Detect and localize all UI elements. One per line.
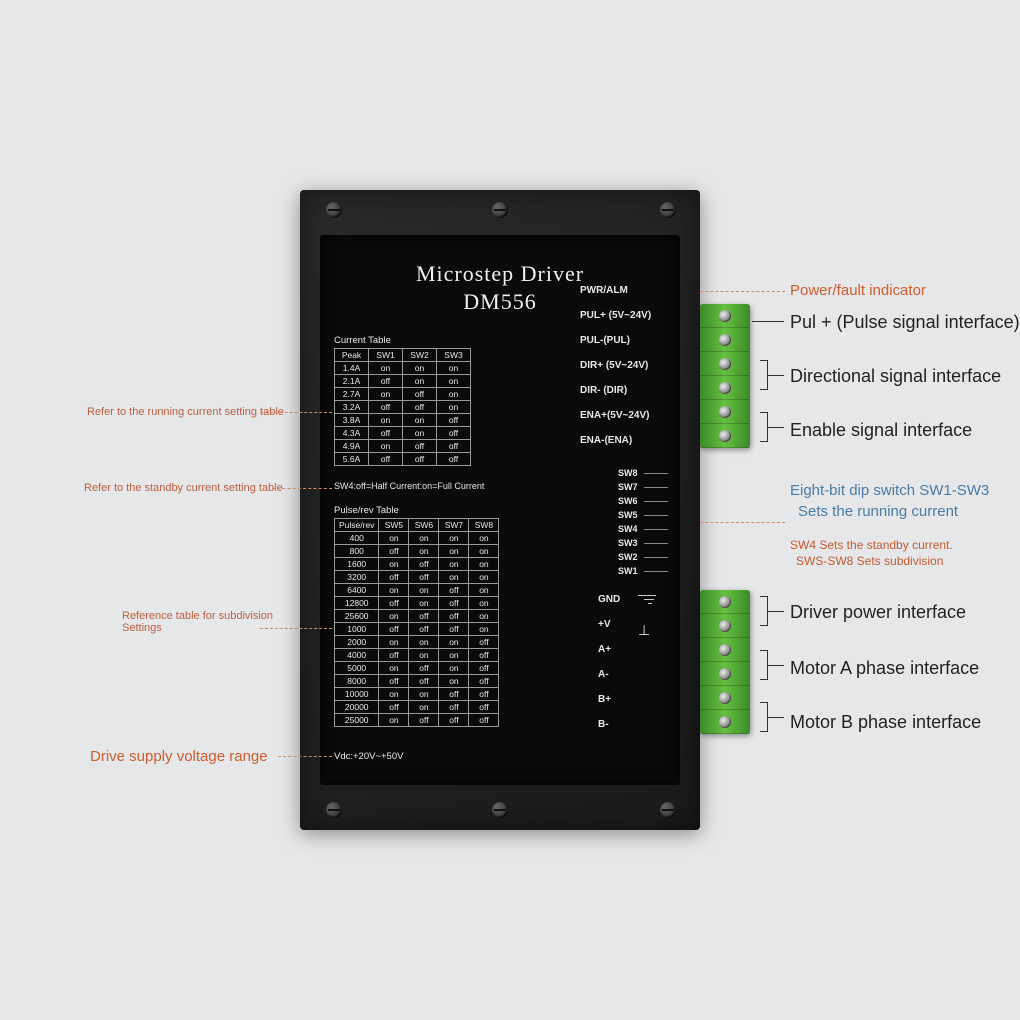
product-title: Microstep Driver [320, 235, 680, 287]
pin-label: ENA-(ENA) [580, 435, 632, 446]
terminal-block-top [700, 304, 750, 448]
bracket-icon [760, 412, 768, 442]
leader-line [260, 628, 332, 629]
leader-line [272, 488, 332, 489]
dip-switch-label: SW1 [618, 566, 638, 576]
callout-motor-a: Motor A phase interface [790, 658, 979, 679]
leader-line [768, 665, 784, 666]
callout-direction: Directional signal interface [790, 366, 1001, 387]
dip-switch-label: SW4 [618, 524, 638, 534]
dip-switch-label: SW5 [618, 510, 638, 520]
screw-icon [326, 802, 342, 818]
screw-icon [660, 202, 676, 218]
leader-line [700, 291, 785, 292]
dip-switch-label: SW6 [618, 496, 638, 506]
pin-label: A- [598, 669, 609, 680]
pin-label: B- [598, 719, 609, 730]
callout-running-current: Refer to the running current setting tab… [87, 406, 284, 418]
pin-label: GND [598, 594, 620, 605]
callout-driver-power: Driver power interface [790, 602, 966, 623]
callout-dip-4: SWS-SW8 Sets subdivision [796, 554, 943, 568]
vdc-label: Vdc:+20V~+50V [334, 751, 403, 762]
pin-label: PUL-(PUL) [580, 335, 630, 346]
callout-power-indicator: Power/fault indicator [790, 282, 926, 299]
dip-switch-label: SW2 [618, 552, 638, 562]
callout-subdivision-1: Reference table for subdivision [122, 610, 273, 622]
bracket-icon [760, 596, 768, 626]
pulse-table: Pulse/revSW5SW6SW7SW8400onononon800offon… [334, 518, 499, 727]
pin-label: DIR+ (5V~24V) [580, 360, 648, 371]
bracket-icon [760, 702, 768, 732]
pin-label: PUL+ (5V~24V) [580, 310, 651, 321]
screw-icon [492, 802, 508, 818]
leader-line [260, 412, 332, 413]
callout-motor-b: Motor B phase interface [790, 712, 981, 733]
callout-standby-current: Refer to the standby current setting tab… [84, 482, 283, 494]
pin-label: B+ [598, 694, 611, 705]
callout-voltage: Drive supply voltage range [90, 748, 268, 765]
bracket-icon [760, 360, 768, 390]
pin-label: ENA+(5V~24V) [580, 410, 649, 421]
callout-pulse: Pul + (Pulse signal interface) [790, 312, 1020, 333]
screw-icon [326, 202, 342, 218]
pulse-table-title: Pulse/rev Table [334, 505, 499, 516]
leader-line [768, 375, 784, 376]
leader-line [752, 321, 784, 322]
current-table-title: Current Table [334, 335, 471, 346]
callout-enable: Enable signal interface [790, 420, 972, 441]
callout-subdivision-2: Settings [122, 622, 162, 634]
pin-label: DIR- (DIR) [580, 385, 627, 396]
pulse-table-wrap: Pulse/rev Table Pulse/revSW5SW6SW7SW8400… [334, 505, 499, 727]
leader-line [278, 756, 332, 757]
callout-dip-2: Sets the running current [798, 503, 958, 520]
dip-switch-label: SW8 [618, 468, 638, 478]
sw4-note: SW4:off=Half Current:on=Full Current [334, 481, 484, 491]
pin-label: A+ [598, 644, 611, 655]
callout-dip-1: Eight-bit dip switch SW1-SW3 [790, 482, 989, 499]
leader-line [768, 717, 784, 718]
screw-icon [492, 202, 508, 218]
screw-icon [660, 802, 676, 818]
pin-label: +V [598, 619, 611, 630]
terminal-block-bottom [700, 590, 750, 734]
dip-switch-label: SW7 [618, 482, 638, 492]
pin-label: PWR/ALM [580, 285, 628, 296]
current-table-wrap: Current Table PeakSW1SW2SW31.4Aononon2.1… [334, 335, 471, 466]
bracket-icon [760, 650, 768, 680]
current-table: PeakSW1SW2SW31.4Aononon2.1Aoffonon2.7Aon… [334, 348, 471, 466]
leader-line [768, 427, 784, 428]
callout-dip-3: SW4 Sets the standby current. [790, 538, 953, 552]
dip-switch-label: SW3 [618, 538, 638, 548]
leader-line [768, 611, 784, 612]
leader-line [700, 522, 785, 523]
